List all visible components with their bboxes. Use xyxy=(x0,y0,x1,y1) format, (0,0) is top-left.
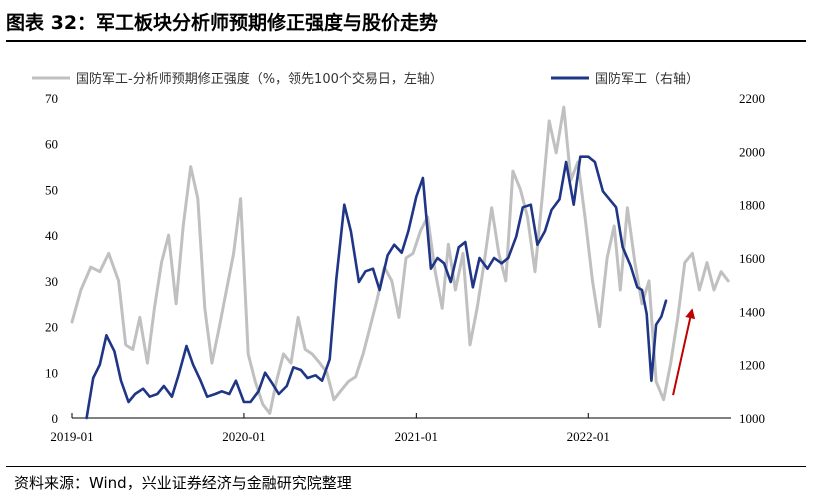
plot-annotations xyxy=(672,308,696,396)
axes: 2019-01 2020-01 2021-01 2022-01 0 10 20 30 40 50 6… xyxy=(45,91,765,444)
trend-arrow-head xyxy=(685,308,696,320)
y-right-tick-label: 1800 xyxy=(739,198,765,213)
y-left-tick-label: 50 xyxy=(45,182,58,197)
y-left-tick-label: 40 xyxy=(45,228,58,243)
source-rule xyxy=(6,466,806,467)
y-left-tick-label: 60 xyxy=(45,137,58,152)
series-line-right xyxy=(85,155,668,420)
y-right-tick-label: 2200 xyxy=(739,91,765,106)
plot-lines xyxy=(70,105,730,420)
x-tick-label: 2021-01 xyxy=(395,429,438,444)
series-line-left xyxy=(70,105,730,415)
chart: 国防军工-分析师预期修正强度（%，领先100个交易日，左轴） 国防军工（右轴） … xyxy=(32,71,765,444)
y-right-tick-label: 1200 xyxy=(739,358,765,373)
x-tick-label: 2022-01 xyxy=(567,429,610,444)
x-tick-label: 2019-01 xyxy=(50,429,93,444)
legend-label-right-series: 国防军工（右轴） xyxy=(595,71,699,87)
legend-label-left-series: 国防军工-分析师预期修正强度（%，领先100个交易日，左轴） xyxy=(76,71,443,87)
source-note: 资料来源：Wind，兴业证券经济与金融研究院整理 xyxy=(14,474,352,492)
y-left-tick-label: 0 xyxy=(52,411,59,426)
y-right-tick-label: 1000 xyxy=(739,411,765,426)
y-left-tick-label: 20 xyxy=(45,320,58,335)
y-right-tick-label: 1600 xyxy=(739,251,765,266)
x-tick-label: 2020-01 xyxy=(222,429,265,444)
title-rule xyxy=(6,40,806,42)
legend: 国防军工-分析师预期修正强度（%，领先100个交易日，左轴） 国防军工（右轴） xyxy=(32,71,699,87)
y-left-tick-label: 30 xyxy=(45,274,58,289)
y-left-tick-label: 10 xyxy=(45,365,58,380)
trend-arrow-shaft xyxy=(672,317,692,396)
y-right-tick-label: 1400 xyxy=(739,304,765,319)
y-left-tick-label: 70 xyxy=(45,91,58,106)
y-right-tick-label: 2000 xyxy=(739,144,765,159)
figure-title: 图表 32：军工板块分析师预期修正强度与股价走势 xyxy=(6,12,439,34)
